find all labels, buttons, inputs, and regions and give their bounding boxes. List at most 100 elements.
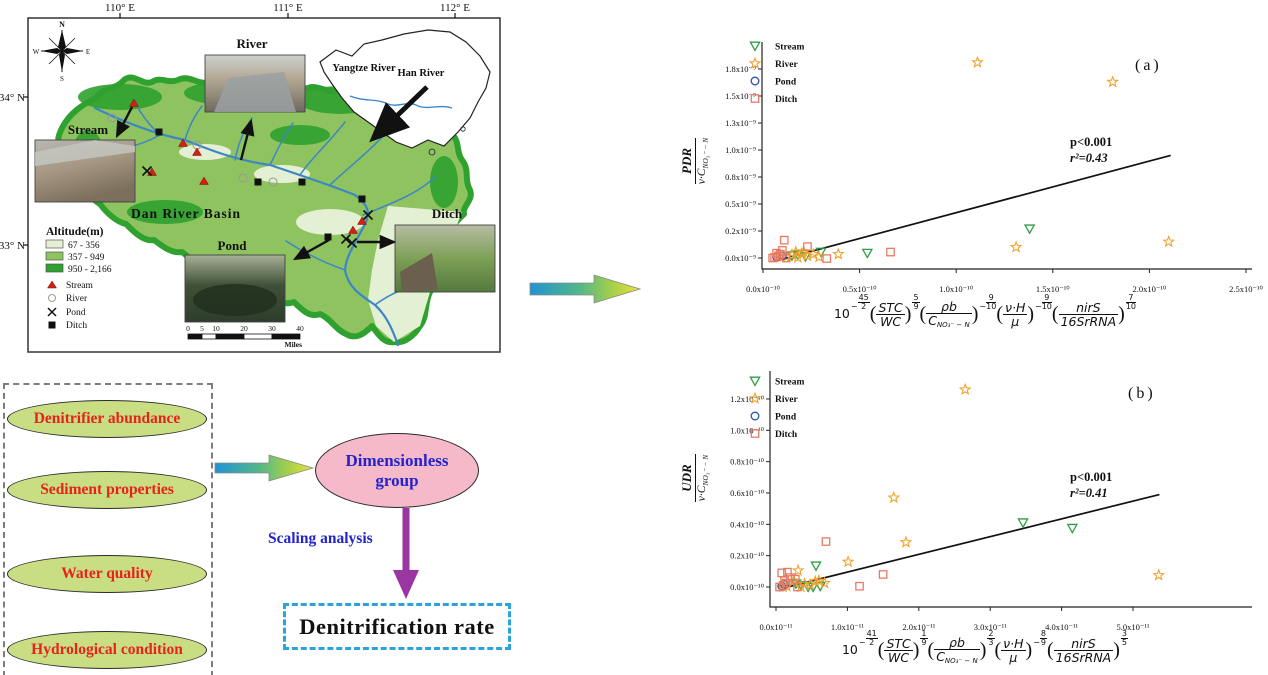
scaling-analysis-label: Scaling analysis bbox=[268, 530, 373, 547]
data-point-star bbox=[1106, 75, 1120, 88]
lon-tick-112: 112° E bbox=[440, 2, 470, 14]
lat-tick-34: 34° N bbox=[0, 92, 25, 104]
data-point-triangle bbox=[1017, 518, 1029, 529]
y-tick-label: 1.0x10⁻¹⁰ bbox=[730, 425, 764, 435]
data-point-star bbox=[748, 56, 762, 69]
legend-site-river: River bbox=[66, 294, 88, 304]
inputs-group-box bbox=[3, 383, 213, 675]
x-tick-label: 0.0x10⁻¹¹ bbox=[760, 622, 793, 632]
x-axis-formula-a: 10− 45 2(STC WC) 5 9(ρb CNO₃⁻ − N)− 9 10(ν·H μ)− 9… bbox=[833, 293, 1137, 329]
scale-unit: Miles bbox=[285, 340, 303, 349]
data-point-square bbox=[886, 247, 895, 257]
svg-text:40: 40 bbox=[296, 324, 304, 333]
y-tick-label: 0.5x10⁻⁹ bbox=[725, 199, 756, 209]
svg-text:5: 5 bbox=[200, 324, 204, 333]
site-markers bbox=[107, 98, 374, 249]
y-label-numerator: UDR bbox=[679, 454, 697, 502]
data-point-star bbox=[958, 382, 972, 396]
data-point-square bbox=[855, 581, 864, 591]
scatter-plot-b: UDR ν·CNO₃⁻ − N 0.0x10⁻¹⁰ 0.2x10⁻¹⁰ 0.4x10… bbox=[679, 343, 1265, 675]
compass-rose: N S W E bbox=[33, 20, 90, 83]
y-tick-label: 0.8x10⁻⁹ bbox=[725, 172, 756, 182]
x-tick-label: 2.5x10⁻¹⁰ bbox=[1229, 284, 1263, 294]
legend-label-river: River bbox=[775, 395, 798, 405]
data-point-square bbox=[793, 582, 802, 592]
data-point-square bbox=[822, 254, 832, 263]
china-inset: Yangtze River Han River bbox=[319, 29, 491, 156]
input-ellipse-sediment: Sediment properties bbox=[7, 471, 207, 509]
legend-label-pond: Pond bbox=[775, 78, 797, 88]
inset-location-arrow bbox=[369, 85, 429, 143]
y-axis-label-b: UDR ν·CNO₃⁻ − N bbox=[679, 454, 711, 502]
input-ellipse-hydrological: Hydrological condition bbox=[7, 631, 207, 669]
han-river-label: Han River bbox=[398, 68, 445, 79]
data-point-circle bbox=[750, 76, 760, 86]
r-squared-annotation: r²=0.41 bbox=[1070, 486, 1108, 500]
x-tick-label: 0.5x10⁻¹⁰ bbox=[843, 284, 877, 294]
legend-title: Altitude(m) bbox=[46, 226, 104, 238]
legend-site-ditch: Ditch bbox=[66, 321, 87, 331]
data-point-triangle bbox=[810, 561, 822, 572]
data-point-triangle bbox=[1066, 523, 1079, 534]
data-point-square bbox=[772, 248, 781, 258]
stream-photo-label: Stream bbox=[68, 122, 108, 137]
data-point-square bbox=[779, 235, 789, 245]
legend-stream-symbol bbox=[47, 280, 57, 289]
data-point-star bbox=[971, 55, 984, 68]
input-ellipse-water: Water quality bbox=[7, 555, 207, 593]
legend-site-stream: Stream bbox=[66, 281, 94, 291]
stream-markers bbox=[129, 98, 367, 234]
panel-label: (a) bbox=[1135, 57, 1162, 74]
legend-label-stream: Stream bbox=[775, 43, 804, 53]
x-tick-label: 2.0x10⁻¹⁰ bbox=[1132, 284, 1166, 294]
x-tick-label: 5.0x10⁻¹¹ bbox=[1117, 622, 1150, 632]
data-point-triangle bbox=[749, 41, 761, 52]
compass-s: S bbox=[60, 75, 64, 83]
denitrification-rate-box: Denitrification rate bbox=[283, 603, 511, 650]
plot-b-svg: 0.0x10⁻¹⁰ 0.2x10⁻¹⁰ 0.4x10⁻¹⁰ 0.6x10⁻¹⁰ 0.8x… bbox=[730, 371, 1252, 632]
x-tick-label: 4.0x10⁻¹¹ bbox=[1045, 622, 1078, 632]
site-photos: River Stream Pond Ditch bbox=[34, 36, 496, 323]
r-squared-annotation: r²=0.43 bbox=[1070, 151, 1108, 165]
altitude-class-1: 67 - 356 bbox=[68, 241, 100, 251]
data-point-star bbox=[899, 535, 913, 548]
legend-label-pond: Pond bbox=[775, 413, 797, 423]
x-tick-label: 1.0x10⁻¹⁰ bbox=[939, 284, 973, 294]
map-to-charts-arrow bbox=[529, 274, 642, 304]
data-point-triangle bbox=[1023, 224, 1036, 235]
y-tick-label: 0.0x10⁻⁹ bbox=[725, 253, 756, 263]
data-point-star bbox=[785, 248, 799, 261]
data-point-star bbox=[808, 574, 822, 587]
ditch-photo-label: Ditch bbox=[432, 206, 463, 221]
y-tick-label: 0.6x10⁻¹⁰ bbox=[730, 488, 764, 498]
y-tick-label: 0.8x10⁻¹⁰ bbox=[730, 457, 764, 467]
legend-site-pond: Pond bbox=[66, 308, 86, 318]
regression-line bbox=[778, 154, 1171, 261]
data-point-star bbox=[841, 555, 855, 568]
data-point-square bbox=[821, 537, 831, 546]
compass-w: W bbox=[33, 48, 40, 56]
x-tick-label: 1.0x10⁻¹¹ bbox=[831, 622, 864, 632]
regression-line bbox=[787, 493, 1160, 588]
data-point-star bbox=[1009, 240, 1023, 253]
data-point-star bbox=[831, 247, 845, 260]
data-point-star bbox=[803, 577, 817, 591]
data-point-square bbox=[750, 94, 760, 103]
legend-river-symbol bbox=[48, 294, 56, 302]
plot-a-svg: 0.0x10⁻⁹ 0.2x10⁻⁹ 0.5x10⁻⁹ 0.8x10⁻⁹ 1.0x10⁻⁹… bbox=[725, 41, 1263, 294]
y-tick-label: 1.3x10⁻⁹ bbox=[725, 118, 756, 128]
p-value-annotation: p<0.001 bbox=[1070, 135, 1112, 149]
dimensionless-group-ellipse: Dimensionless group bbox=[315, 433, 479, 508]
data-point-star bbox=[887, 490, 901, 504]
axes-spines bbox=[761, 42, 1252, 270]
svg-text:10: 10 bbox=[212, 324, 220, 333]
lon-tick-110: 110° E bbox=[105, 2, 135, 14]
svg-text:30: 30 bbox=[268, 324, 276, 333]
study-area-map: 110° E 111° E 112° E 34° N 33° N bbox=[0, 2, 501, 353]
data-point-star bbox=[812, 573, 826, 587]
svg-text:20: 20 bbox=[240, 324, 248, 333]
map-legend: Altitude(m) 67 - 356 357 - 949 950 - 2,1… bbox=[45, 226, 112, 331]
legend-label-ditch: Ditch bbox=[775, 430, 798, 440]
legend-ditch-symbol bbox=[48, 321, 56, 329]
scale-bar: 0 5 10 20 30 40 Miles bbox=[186, 324, 304, 349]
